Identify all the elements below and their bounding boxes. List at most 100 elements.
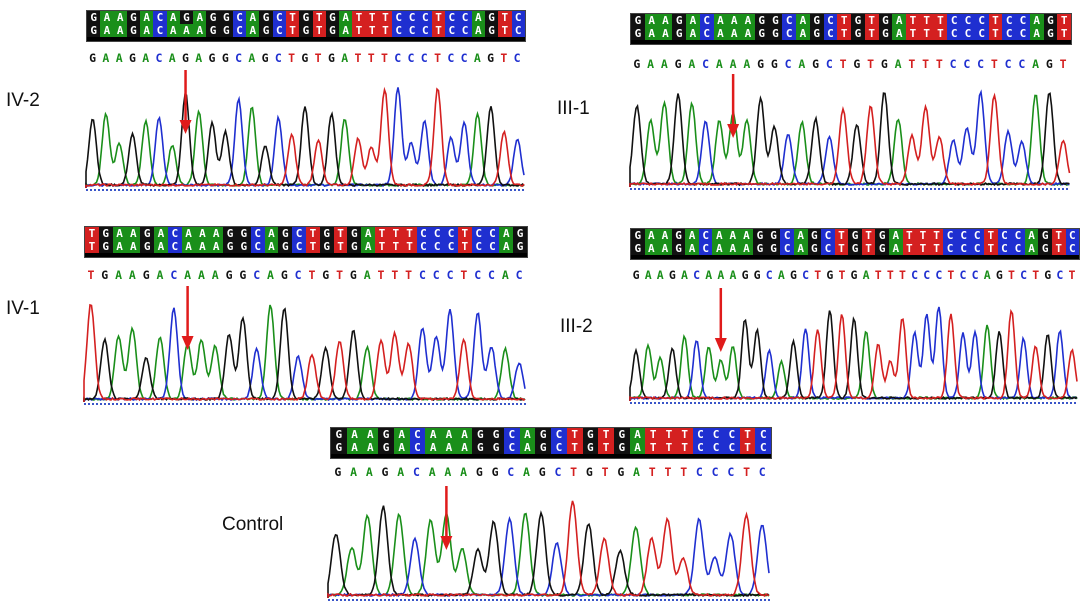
base-call: C — [1020, 268, 1028, 282]
base-call: G — [853, 57, 861, 71]
alignment-base: C — [250, 240, 265, 253]
alignment-base: T — [285, 11, 300, 24]
alignment-base: C — [823, 27, 838, 40]
base-call: A — [460, 465, 468, 479]
base-call: C — [695, 465, 703, 479]
base-call: C — [911, 268, 919, 282]
alignment-base: G — [488, 441, 504, 454]
alignment-base: G — [878, 27, 893, 40]
base-call: T — [570, 465, 578, 479]
alignment-base: C — [692, 428, 709, 441]
alignment-base: T — [85, 227, 99, 240]
base-call: A — [195, 51, 203, 65]
alignment-base: T — [566, 441, 583, 454]
alignment-base: T — [984, 229, 998, 242]
base-call: A — [656, 268, 664, 282]
alignment-base: T — [906, 27, 920, 40]
alignment-base: A — [456, 428, 473, 441]
alignment-base: T — [984, 242, 998, 255]
alignment-base: G — [140, 227, 155, 240]
base-call: G — [128, 51, 136, 65]
alignment-base: C — [272, 24, 286, 37]
alignment-base: T — [916, 242, 930, 255]
sample-label-iii1: III-1 — [557, 98, 590, 119]
alignment-base: T — [1057, 27, 1071, 40]
alignment-base: G — [1038, 229, 1052, 242]
alignment-base: G — [278, 240, 293, 253]
alignment-base: C — [723, 428, 740, 441]
alignment-base: T — [352, 11, 366, 24]
alignment-base: C — [974, 14, 989, 27]
alignment-base: T — [306, 240, 320, 253]
alignment-base: G — [582, 441, 599, 454]
alignment-base: A — [1029, 14, 1044, 27]
base-call: T — [314, 51, 322, 65]
base-call: T — [947, 268, 955, 282]
base-call: G — [674, 57, 682, 71]
base-call: C — [253, 268, 261, 282]
alignment-base: G — [851, 27, 865, 40]
alignment-base: G — [848, 229, 862, 242]
alignment-base: G — [807, 242, 822, 255]
base-call: T — [367, 51, 375, 65]
alignment-base: A — [713, 14, 728, 27]
alignment-base: T — [333, 240, 348, 253]
base-call: G — [239, 268, 247, 282]
base-call: C — [711, 465, 719, 479]
alignment-base: C — [970, 229, 985, 242]
alignment-base: A — [741, 14, 755, 27]
base-call: G — [208, 51, 216, 65]
alignment-base: T — [457, 240, 472, 253]
alignment-base: A — [739, 242, 754, 255]
alignment-base: A — [193, 11, 207, 24]
alignment-base: C — [272, 11, 286, 24]
alignment-base: G — [582, 428, 599, 441]
alignment-base: A — [499, 227, 514, 240]
base-call: A — [102, 51, 110, 65]
base-call: G — [225, 268, 233, 282]
base-call: C — [554, 465, 562, 479]
base-call: T — [308, 268, 316, 282]
trace-t — [85, 86, 525, 188]
mutation-arrow — [440, 486, 453, 550]
base-call: A — [197, 268, 205, 282]
alignment-base: A — [686, 14, 700, 27]
base-call: G — [261, 51, 269, 65]
alignment-base: A — [712, 242, 727, 255]
alignment-base: A — [166, 24, 180, 37]
alignment-base: C — [1065, 229, 1079, 242]
alignment-base: C — [1011, 242, 1025, 255]
alignment-base: C — [430, 227, 445, 240]
alignment-base: A — [456, 441, 473, 454]
base-call: G — [142, 268, 150, 282]
base-call: C — [294, 268, 302, 282]
alignment-base: T — [352, 24, 366, 37]
alignment-base: A — [362, 441, 379, 454]
alignment-base: C — [698, 242, 713, 255]
alignment-base: A — [519, 441, 536, 454]
base-call: C — [488, 268, 495, 282]
alignment-base: C — [458, 11, 472, 24]
alignment-base: C — [961, 27, 975, 40]
base-call: A — [894, 57, 902, 71]
alignment-base: T — [861, 229, 876, 242]
base-call: C — [977, 57, 985, 71]
base-call: T — [814, 268, 822, 282]
alignment-base: C — [699, 14, 714, 27]
base-call: G — [633, 57, 641, 71]
alignment-base: C — [392, 11, 406, 24]
base-call: C — [1018, 57, 1026, 71]
alignment-base: A — [166, 11, 180, 24]
alignment-base: C — [551, 441, 567, 454]
base-call: A — [115, 268, 122, 282]
alignment-base: G — [331, 441, 347, 454]
base-call: A — [862, 268, 870, 282]
base-call: C — [971, 268, 979, 282]
base-call: A — [350, 465, 358, 479]
